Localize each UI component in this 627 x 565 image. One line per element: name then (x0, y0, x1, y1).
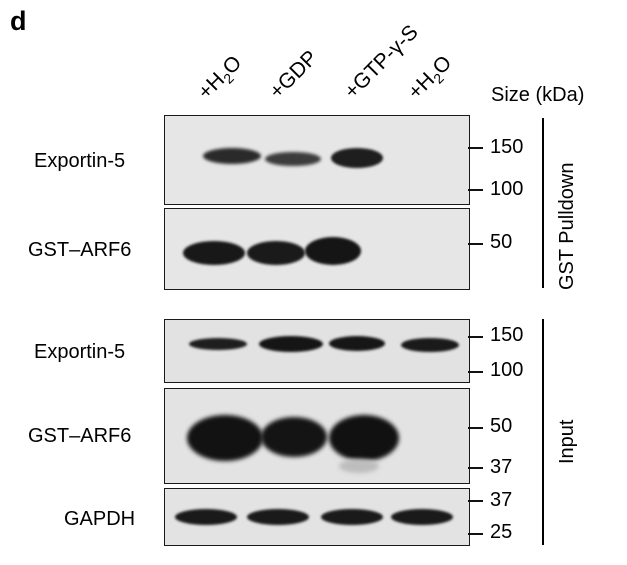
group-label-input: Input (556, 419, 578, 464)
mw-label-37: 37 (490, 489, 513, 511)
band (187, 415, 263, 461)
lane-label-4: +H2O (403, 51, 457, 104)
group-label-pulldown: GST Pulldown (556, 162, 578, 290)
row-label-gstarf6-pulldown: GST–ARF6 (28, 239, 132, 261)
mw-tick (468, 467, 483, 469)
panel-letter: d (10, 6, 27, 36)
row-label-exportin5-pulldown: Exportin-5 (34, 150, 126, 172)
mw-tick (468, 427, 483, 429)
band (329, 415, 399, 461)
blot-pulldown-gstarf6 (164, 208, 470, 290)
band (401, 338, 459, 352)
band (329, 336, 385, 351)
lane-label-1: +H2O (193, 51, 247, 104)
group-bracket-pulldown (542, 118, 544, 288)
row-label-gstarf6-input: GST–ARF6 (28, 425, 132, 447)
band (175, 509, 237, 525)
blot-gapdh (164, 488, 470, 546)
band (247, 241, 305, 265)
blot-pulldown-exportin5 (164, 115, 470, 205)
mw-label-150: 150 (490, 136, 524, 158)
band (261, 417, 327, 457)
mw-tick (468, 336, 483, 338)
mw-tick (468, 500, 483, 502)
group-bracket-input (542, 319, 544, 545)
mw-label-50: 50 (490, 231, 513, 253)
band (391, 509, 453, 525)
band (305, 237, 361, 265)
band (247, 509, 309, 525)
blot-input-gstarf6 (164, 388, 470, 484)
row-label-exportin5-input: Exportin-5 (34, 341, 126, 363)
band (259, 336, 323, 352)
mw-tick (468, 371, 483, 373)
mw-label-150: 150 (490, 324, 524, 346)
band (189, 338, 247, 350)
band (331, 148, 383, 168)
blot-input-exportin5 (164, 319, 470, 383)
band-faint (339, 459, 379, 473)
band (321, 509, 383, 525)
size-header: Size (kDa) (491, 84, 585, 106)
mw-label-50: 50 (490, 415, 513, 437)
mw-label-100: 100 (490, 359, 524, 381)
band (265, 152, 321, 166)
row-label-gapdh: GAPDH (64, 508, 136, 530)
mw-label-25: 25 (490, 521, 513, 543)
mw-label-37: 37 (490, 456, 513, 478)
mw-tick (468, 243, 483, 245)
mw-tick (468, 189, 483, 191)
band (203, 148, 261, 164)
mw-tick (468, 147, 483, 149)
mw-tick (468, 533, 483, 535)
lane-label-2: +GDP (265, 46, 323, 104)
mw-label-100: 100 (490, 178, 524, 200)
band (183, 241, 245, 265)
